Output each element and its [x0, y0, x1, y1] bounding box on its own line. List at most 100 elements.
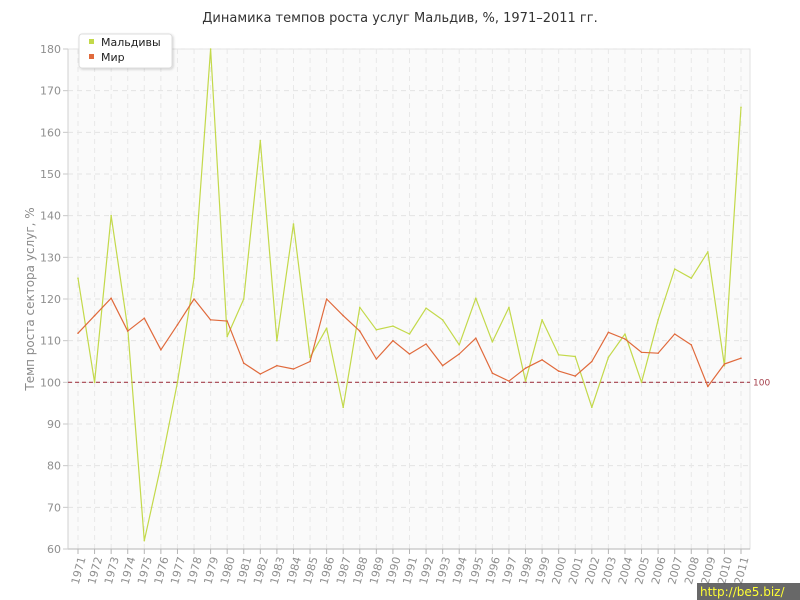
- data-point-world: [392, 339, 394, 342]
- y-axis-label: Темп роста сектора услуг, %: [23, 207, 37, 391]
- data-point-maldives: [508, 306, 510, 309]
- data-point-maldives: [458, 344, 461, 346]
- data-point-world: [226, 320, 228, 322]
- data-point-maldives: [110, 214, 112, 217]
- data-point-world: [690, 344, 693, 346]
- y-tick-label: 70: [47, 501, 61, 514]
- y-tick-label: 90: [47, 418, 61, 431]
- chart-title: Динамика темпов роста услуг Мальдив, %, …: [202, 11, 597, 26]
- data-point-world: [557, 370, 560, 372]
- data-point-world: [491, 372, 494, 374]
- data-point-world: [541, 359, 543, 361]
- data-point-world: [143, 317, 146, 319]
- legend-item-maldives[interactable]: Мальдивы: [89, 36, 161, 49]
- reference-line-label: 100: [753, 378, 770, 388]
- legend-label: Мир: [101, 51, 125, 64]
- data-point-world: [723, 363, 726, 365]
- data-point-maldives: [541, 319, 543, 321]
- data-point-maldives: [242, 298, 245, 300]
- data-point-maldives: [193, 277, 195, 279]
- watermark[interactable]: http://be5.biz/: [697, 583, 800, 600]
- data-point-maldives: [740, 106, 742, 109]
- data-point-maldives: [358, 306, 361, 309]
- y-tick-label: 180: [40, 43, 61, 56]
- data-point-maldives: [557, 354, 560, 356]
- data-point-maldives: [491, 341, 494, 343]
- y-tick-label: 110: [40, 335, 61, 348]
- data-point-world: [508, 380, 510, 382]
- watermark-link[interactable]: http://be5.biz/: [700, 585, 785, 599]
- data-point-maldives: [591, 406, 593, 409]
- data-point-world: [458, 353, 461, 355]
- data-point-world: [77, 332, 79, 334]
- watermark-background: [697, 583, 800, 600]
- data-point-world: [358, 330, 361, 332]
- data-point-world: [574, 375, 577, 377]
- data-point-maldives: [93, 381, 96, 384]
- data-point-maldives: [574, 355, 577, 358]
- data-point-world: [176, 324, 179, 326]
- data-point-world: [242, 362, 245, 364]
- y-tick-label: 80: [47, 460, 61, 473]
- data-point-maldives: [160, 464, 162, 467]
- data-point-maldives: [707, 251, 709, 253]
- data-point-world: [640, 351, 643, 354]
- data-point-world: [292, 368, 295, 370]
- data-point-world: [475, 337, 477, 339]
- data-point-world: [524, 367, 527, 369]
- data-point-world: [408, 353, 411, 355]
- legend-label: Мальдивы: [101, 36, 161, 49]
- data-point-maldives: [657, 319, 659, 321]
- data-point-maldives: [408, 333, 411, 335]
- data-point-maldives: [77, 277, 79, 279]
- data-point-world: [309, 360, 311, 363]
- data-point-world: [276, 364, 278, 367]
- x-tick-label: 2011: [732, 555, 752, 585]
- legend-item-world[interactable]: Мир: [89, 51, 125, 64]
- y-tick-label: 120: [40, 293, 61, 306]
- data-point-world: [607, 331, 610, 334]
- data-point-world: [425, 343, 427, 345]
- data-point-world: [93, 314, 96, 317]
- data-point-world: [673, 333, 676, 335]
- data-point-world: [624, 338, 626, 340]
- data-point-maldives: [640, 381, 643, 384]
- data-point-maldives: [226, 335, 228, 338]
- data-point-maldives: [292, 223, 295, 225]
- legend: Мальдивы Мир: [78, 33, 173, 69]
- data-point-world: [375, 358, 378, 360]
- data-point-world: [160, 349, 162, 351]
- y-tick-label: 140: [40, 210, 61, 223]
- y-tick-label: 160: [40, 126, 61, 139]
- y-tick-label: 60: [47, 543, 61, 556]
- data-point-world: [110, 297, 112, 299]
- data-point-world: [740, 357, 742, 359]
- data-point-maldives: [276, 339, 278, 342]
- data-point-maldives: [607, 356, 610, 359]
- data-point-world: [325, 298, 328, 300]
- data-point-maldives: [325, 327, 328, 329]
- axes: [63, 48, 750, 554]
- data-point-world: [591, 360, 593, 363]
- legend-box: [78, 33, 173, 69]
- data-point-world: [193, 298, 195, 300]
- data-point-maldives: [624, 333, 626, 335]
- data-point-world: [342, 314, 345, 317]
- data-point-maldives: [375, 329, 378, 331]
- data-point-maldives: [475, 297, 477, 299]
- y-tick-label: 100: [40, 376, 61, 389]
- legend-swatch: [89, 54, 94, 59]
- data-point-maldives: [143, 539, 146, 542]
- data-point-world: [209, 319, 212, 321]
- data-point-maldives: [441, 319, 444, 321]
- data-point-maldives: [342, 406, 345, 409]
- y-tick-label: 130: [40, 251, 61, 264]
- data-point-world: [657, 352, 659, 354]
- data-point-maldives: [392, 325, 394, 327]
- data-point-maldives: [176, 381, 179, 384]
- data-point-maldives: [425, 307, 427, 309]
- legend-swatch: [89, 39, 94, 44]
- data-point-maldives: [524, 380, 527, 382]
- data-point-maldives: [690, 277, 693, 279]
